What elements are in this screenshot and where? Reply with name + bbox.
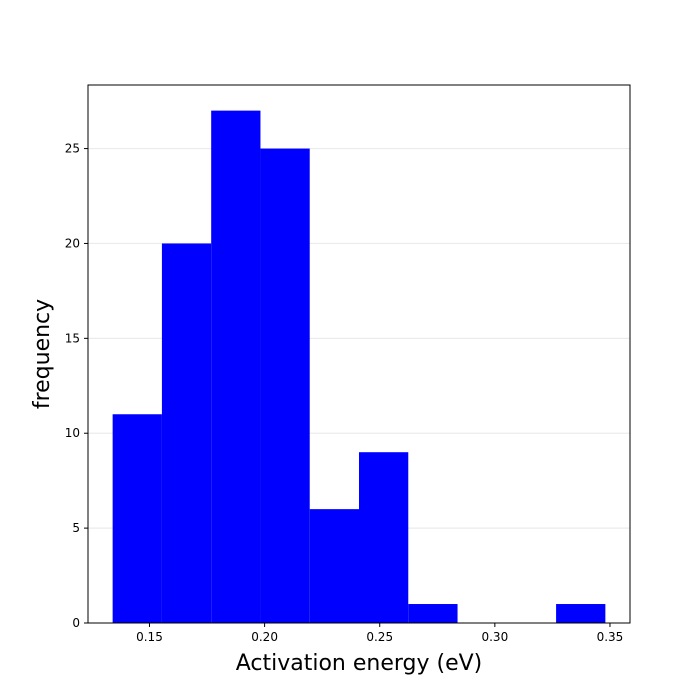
x-tick-label: 0.35: [597, 630, 624, 644]
x-tick-label: 0.25: [366, 630, 393, 644]
x-tick-label: 0.15: [136, 630, 163, 644]
histogram-bar: [260, 148, 310, 624]
y-axis-ticks: 0 5 10 15 20 25: [65, 142, 88, 630]
histogram-bar: [161, 243, 212, 623]
y-tick-label: 5: [72, 521, 80, 535]
y-tick-label: 15: [65, 331, 80, 345]
y-axis-label: frequency: [30, 299, 55, 409]
histogram-bar: [112, 414, 162, 623]
histogram-bar: [309, 509, 359, 623]
histogram-bars: [112, 110, 606, 624]
x-axis-label: Activation energy (eV): [236, 651, 483, 676]
histogram-bar: [211, 110, 261, 624]
histogram-bar: [556, 604, 606, 623]
plot-frame: [87, 84, 631, 624]
histogram-bar: [359, 452, 409, 623]
x-tick-label: 0.30: [481, 630, 508, 644]
x-tick-label: 0.20: [251, 630, 278, 644]
y-tick-label: 10: [65, 426, 80, 440]
y-tick-label: 0: [72, 616, 80, 630]
y-tick-label: 25: [65, 142, 80, 156]
y-tick-label: 20: [65, 236, 80, 250]
x-axis-ticks: 0.15 0.20 0.25 0.30 0.35: [136, 623, 623, 644]
histogram-bar: [408, 604, 458, 623]
